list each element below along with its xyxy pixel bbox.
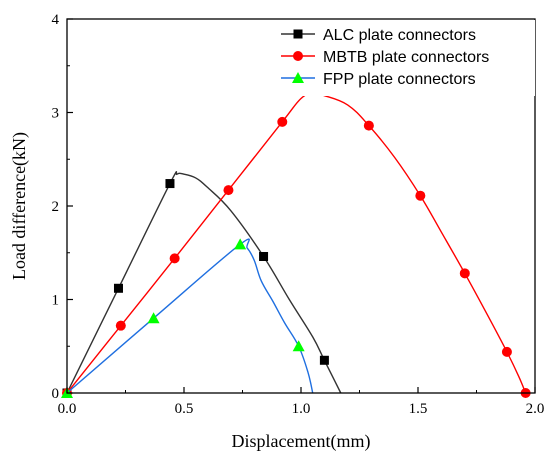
x-tick-label: 2.0 [526, 401, 545, 417]
data-point [115, 320, 126, 331]
y-tick-label: 1 [52, 293, 60, 309]
y-tick-label: 3 [52, 106, 60, 122]
y-axis-label: Load difference(kN) [9, 132, 30, 280]
x-tick-label: 0.0 [58, 401, 77, 417]
x-tick-label: 0.5 [175, 401, 194, 417]
x-tick-label: 1.5 [409, 401, 428, 417]
series-line [66, 92, 527, 394]
axis-ticks: 0.0 0.5 1.0 1.5 2.0 0 1 2 3 4 [52, 12, 545, 417]
data-point [113, 283, 123, 293]
legend-label: FPP plate connectors [323, 71, 476, 88]
data-point [415, 190, 426, 201]
series-line [66, 238, 314, 394]
data-point [147, 312, 160, 324]
series-2 [61, 238, 314, 398]
legend-label: MBTB plate connectors [323, 49, 489, 66]
series-0 [62, 171, 342, 398]
x-tick-label: 1.0 [292, 401, 311, 417]
legend-marker [293, 51, 303, 61]
x-axis-label: Displacement(mm) [232, 431, 371, 452]
series-layer [61, 92, 531, 398]
y-tick-label: 2 [52, 199, 60, 215]
data-point [363, 120, 374, 131]
data-point [501, 346, 512, 357]
legend-marker [293, 29, 303, 39]
y-tick-label: 4 [52, 12, 60, 28]
legend-box [274, 20, 535, 96]
data-point [292, 340, 305, 352]
series-line [66, 171, 342, 394]
legend: ALC plate connectors MBTB plate connector… [274, 20, 535, 96]
data-point [319, 355, 329, 365]
legend-marker [292, 72, 304, 83]
y-tick-label: 0 [52, 386, 60, 402]
data-point [169, 253, 180, 264]
data-point [165, 179, 175, 189]
series-1 [62, 92, 531, 398]
data-point [459, 268, 470, 279]
data-point [259, 251, 269, 261]
data-point [223, 185, 234, 196]
data-point [277, 116, 288, 127]
data-point [234, 238, 247, 250]
legend-label: ALC plate connectors [323, 27, 476, 44]
